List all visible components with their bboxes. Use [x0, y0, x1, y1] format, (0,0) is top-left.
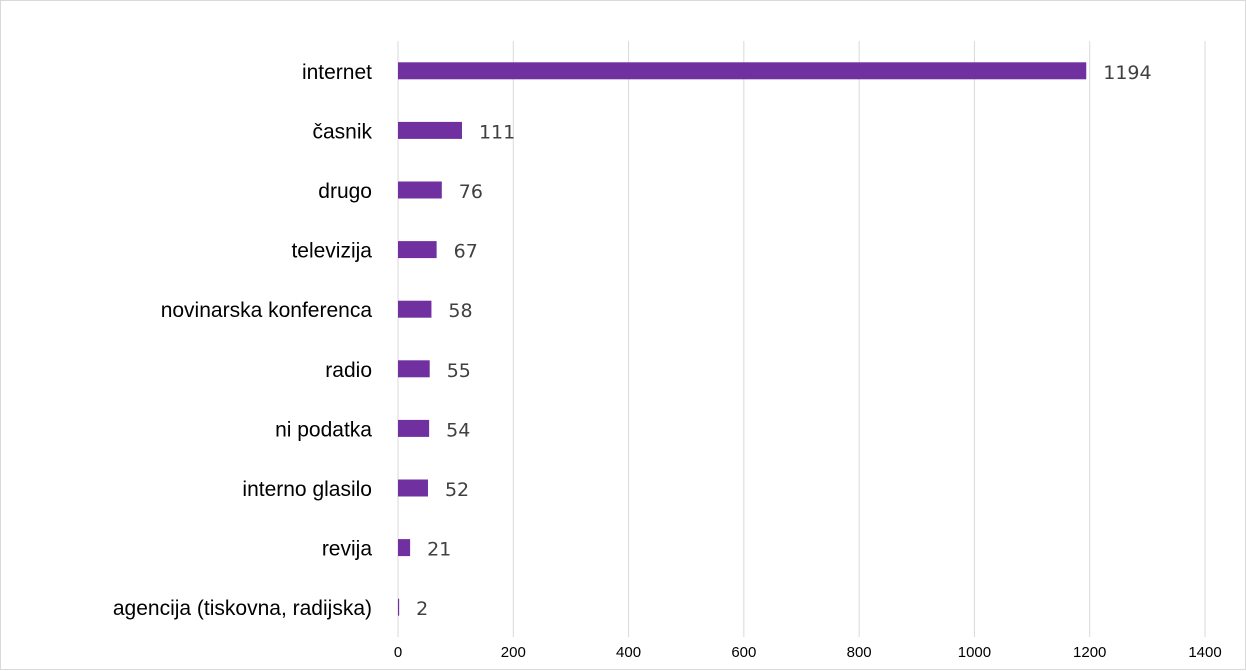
category-label: interno glasilo	[242, 478, 372, 501]
bars	[398, 62, 1087, 616]
category-label: televizija	[291, 240, 372, 263]
data-label: 55	[447, 360, 471, 382]
category-label: novinarska konferenca	[161, 299, 373, 322]
data-label: 67	[454, 241, 478, 263]
x-tick-label: 1000	[958, 644, 991, 661]
category-label: časnik	[312, 120, 372, 143]
bar	[398, 181, 442, 199]
data-label: 76	[459, 181, 483, 203]
x-tick-label: 1200	[1073, 644, 1106, 661]
bar	[398, 62, 1087, 80]
data-label: 111	[479, 121, 515, 143]
data-label: 52	[445, 479, 469, 501]
category-label: ni podatka	[275, 418, 372, 441]
bar	[398, 360, 430, 378]
bar	[398, 479, 428, 497]
x-tick-label: 0	[394, 644, 402, 661]
category-label: drugo	[318, 180, 372, 203]
bar	[398, 419, 430, 437]
x-tick-label: 600	[731, 644, 756, 661]
data-label: 1194	[1103, 62, 1151, 84]
data-label: 2	[416, 598, 428, 620]
gridlines	[397, 41, 1206, 637]
category-label: agencija (tiskovna, radijska)	[113, 597, 372, 620]
bar	[398, 300, 432, 318]
data-label: 21	[427, 539, 451, 561]
x-axis-tick-labels: 0 200 400 600 800 1000 1200 1400	[394, 644, 1222, 661]
category-label: internet	[302, 61, 372, 84]
category-label: radio	[325, 359, 372, 382]
x-tick-label: 400	[616, 644, 641, 661]
data-label: 54	[446, 419, 470, 441]
x-tick-label: 1400	[1188, 644, 1221, 661]
bar	[398, 598, 400, 616]
x-tick-label: 200	[501, 644, 526, 661]
bar	[398, 241, 437, 259]
category-label: revija	[322, 538, 373, 561]
bar	[398, 121, 462, 139]
x-tick-label: 800	[847, 644, 872, 661]
bar	[398, 539, 411, 557]
category-labels: internet časnik drugo televizija novinarska …	[113, 61, 373, 620]
data-labels: 1194 111 76 67 58 55 54 52 21 2	[416, 62, 1151, 620]
data-label: 58	[448, 300, 472, 322]
